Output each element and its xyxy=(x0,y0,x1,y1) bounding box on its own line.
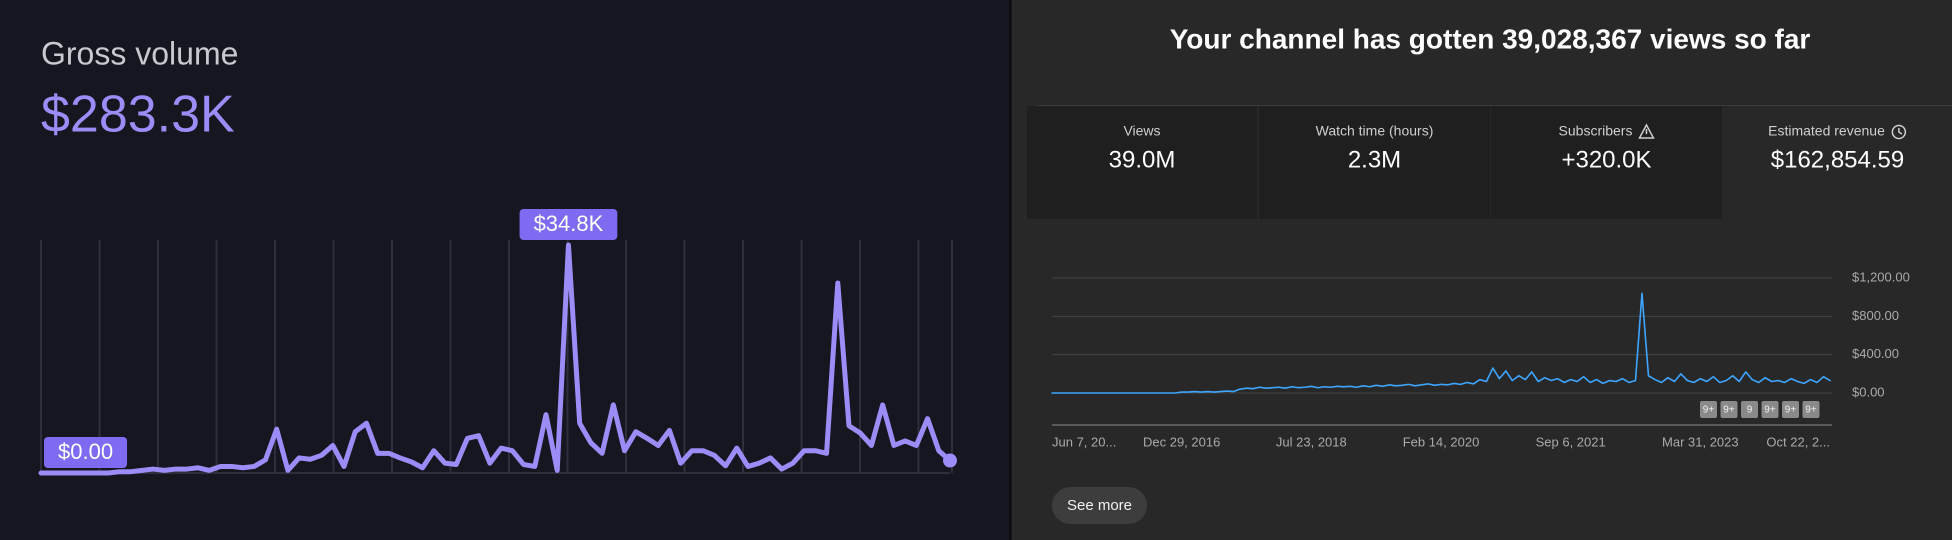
annotation-badge-label: 9+ xyxy=(1805,405,1817,416)
metric-value: 39.0M xyxy=(1109,146,1176,173)
annotation-badge-label: 9+ xyxy=(1723,405,1735,416)
data-line xyxy=(38,242,953,476)
y-tick-label: $800.00 xyxy=(1852,308,1899,323)
see-more-button[interactable] xyxy=(1052,487,1147,524)
metric-card xyxy=(1259,106,1490,219)
value-label: $0.00 xyxy=(44,437,128,468)
metric-card xyxy=(1491,106,1722,219)
metric-label: Views xyxy=(1123,123,1160,139)
clock-icon xyxy=(1891,124,1907,140)
clock-hands xyxy=(1898,128,1903,135)
annotation-badge-label: 9 xyxy=(1747,405,1753,416)
x-tick-label: Oct 22, 2... xyxy=(1766,434,1830,449)
data-line xyxy=(1051,292,1831,394)
x-tick-label: Sep 6, 2021 xyxy=(1536,434,1606,449)
end-point xyxy=(943,453,957,468)
y-tick-label: $1,200.00 xyxy=(1852,269,1910,284)
x-tick-label: Jul 23, 2018 xyxy=(1276,434,1347,449)
x-tick-label: Mar 31, 2023 xyxy=(1662,434,1739,449)
x-tick-label: Feb 14, 2020 xyxy=(1403,434,1480,449)
gross-volume-total: $283.3K xyxy=(41,86,235,144)
see-more-label[interactable]: See more xyxy=(1067,497,1132,514)
value-label-text: $34.8K xyxy=(534,211,604,236)
annotation-badge xyxy=(1741,401,1758,418)
annotation-badge xyxy=(1782,401,1799,418)
warning-icon xyxy=(1638,123,1655,139)
x-tick-label: Dec 29, 2016 xyxy=(1143,434,1220,449)
value-label: $34.8K xyxy=(519,209,618,240)
metric-card xyxy=(1027,106,1257,219)
annotation-badge-label: 9+ xyxy=(1764,405,1776,416)
metric-value: 2.3M xyxy=(1348,146,1401,173)
value-label-text: $0.00 xyxy=(58,439,113,464)
annotation-badge xyxy=(1802,401,1820,418)
annotation-badge xyxy=(1700,401,1717,418)
value-label-box xyxy=(44,437,128,468)
annotation-badge xyxy=(1720,401,1738,418)
metric-label: Subscribers xyxy=(1559,123,1633,139)
annotation-badge xyxy=(1761,401,1779,418)
value-label-box xyxy=(519,209,618,240)
metric-card xyxy=(1723,106,1952,219)
right-panel xyxy=(1010,0,1952,540)
left-panel xyxy=(0,0,1010,540)
annotation-badge-label: 9+ xyxy=(1703,405,1715,416)
y-tick-label: $400.00 xyxy=(1852,346,1899,361)
metric-value: +320.0K xyxy=(1561,146,1651,173)
metric-label: Watch time (hours) xyxy=(1316,123,1434,139)
metric-label: Estimated revenue xyxy=(1768,123,1885,139)
channel-heading: Your channel has gotten 39,028,367 views… xyxy=(1170,23,1811,54)
y-tick-label: $0.00 xyxy=(1852,384,1885,399)
annotation-badge-label: 9+ xyxy=(1785,405,1797,416)
metric-value: $162,854.59 xyxy=(1771,146,1904,173)
x-tick-label: Jun 7, 20... xyxy=(1052,434,1116,449)
gross-volume-title: Gross volume xyxy=(41,35,238,71)
